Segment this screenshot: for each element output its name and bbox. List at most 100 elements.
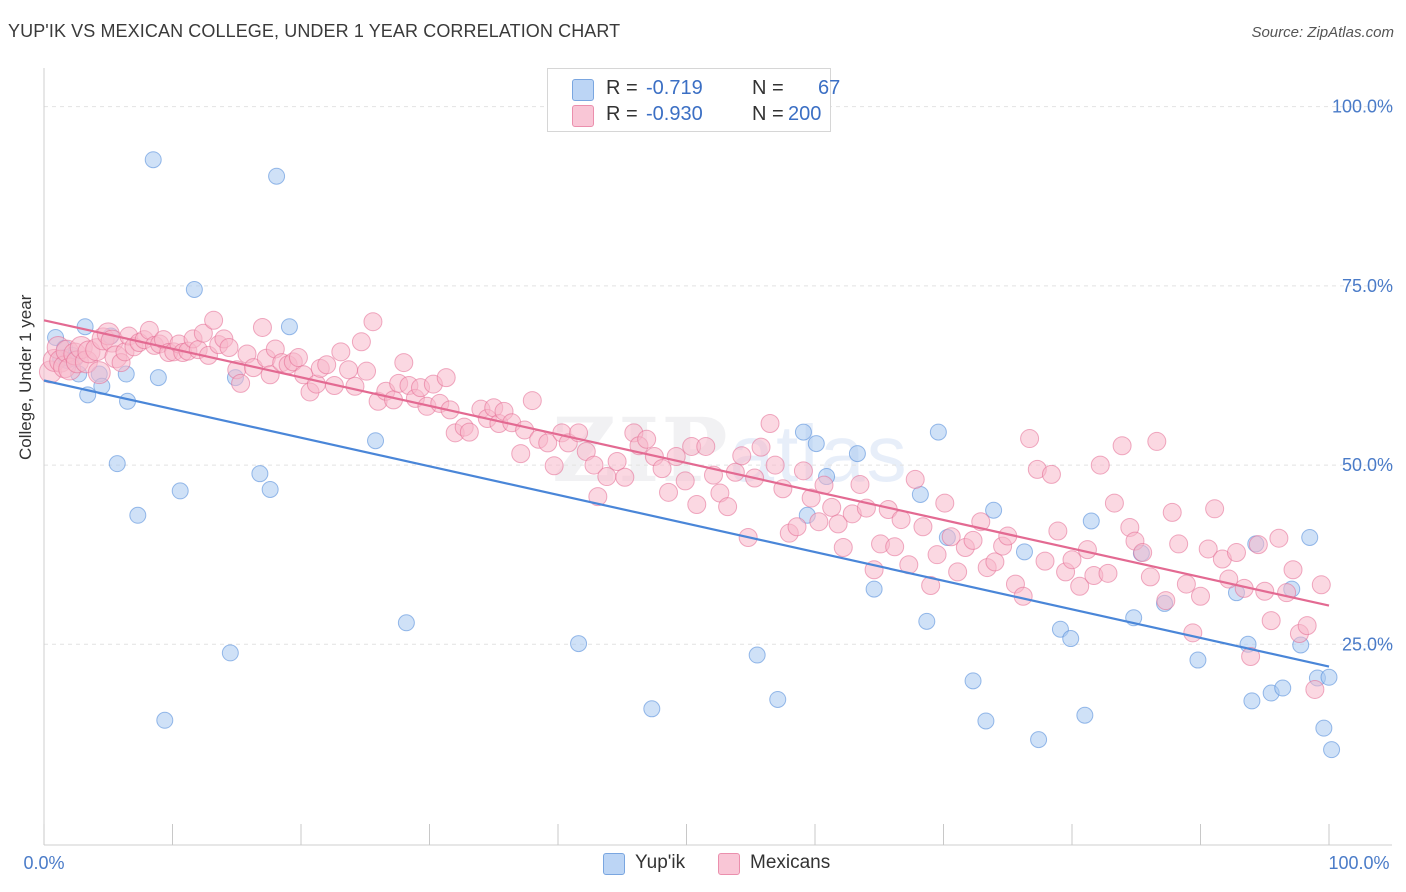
mexicans-point [538,433,558,453]
mexicans-point [252,317,272,337]
mexicans-point [1277,583,1297,603]
mexicans-point [363,312,383,332]
mexicans-point [850,474,870,494]
mexicans-point [1062,550,1082,570]
mexicans-point [751,437,771,457]
mexicans-point [1090,455,1110,475]
mexicans-point [1140,567,1160,587]
legend-r-value: -0.930 [646,103,703,125]
yupik-point [149,369,167,387]
mexicans-point [696,436,716,456]
yupik-point [1320,668,1338,686]
mexicans-point [732,446,752,466]
yupik-point [144,151,162,169]
legend-n-label: N = [752,77,784,99]
yupik-point [1301,528,1319,546]
yupik-point [769,690,787,708]
mexicans-point [1147,431,1167,451]
mexicans-point [1162,502,1182,522]
mexicans-point [339,360,359,380]
mexicans-point [436,368,456,388]
mexicans-point [1191,586,1210,606]
mexicans-point [394,353,414,373]
mexicans-point [687,495,707,515]
tick-labels: 25.0% 50.0% 75.0% 100.0% 0.0% 100.0% [23,97,1393,873]
mexicans-point [459,422,479,442]
mexicans-point [885,537,905,557]
mexicans-point [511,444,531,464]
yupik-point [918,612,936,630]
yupik-point [570,635,588,653]
mexicans-point [1104,493,1124,513]
mexicans-point [1198,539,1218,559]
mexicans-point [675,471,695,491]
mexicans-point [219,338,239,358]
yupik-point [794,423,812,441]
yupik-point [865,580,883,598]
y-tick-label: 25.0% [1342,634,1393,654]
mexicans-point [1035,551,1055,571]
mexicans-point [927,545,947,565]
mexicans-point [985,552,1005,572]
mexicans-point [288,348,308,368]
bottom-legend-swatch-yupik [603,853,625,875]
y-axis-label: College, Under 1 year [16,294,35,460]
mexicans-point [963,530,983,550]
yupik-point [261,480,279,498]
mexicans-point [357,361,377,381]
mexicans-point [833,538,853,558]
mexicans-point [1070,576,1090,596]
mexicans-point [1297,616,1317,636]
yupik-point [1082,512,1100,530]
mexicans-point [584,455,604,475]
mexicans-point [597,467,617,487]
x-tick-label: 0.0% [23,853,64,873]
mexicans-point [941,527,961,547]
legend-n-value: 67 [818,77,841,99]
mexicans-point [345,376,365,396]
chart-title: YUP'IK VS MEXICAN COLLEGE, UNDER 1 YEAR … [8,21,621,41]
mexicans-point [1241,646,1261,666]
mexicans-point [1283,560,1303,580]
mexicans-point [193,323,213,343]
yupik-point [251,465,269,483]
mexicans-point [913,517,933,537]
yupik-point [156,711,174,729]
mexicans-point [760,414,780,434]
yupik-point [807,435,825,453]
yupik-point [76,318,94,336]
mexicans-point [1311,575,1331,595]
yupik-point [643,700,661,718]
yupik-point [964,672,982,690]
mexicans-point [1205,499,1225,519]
yupik-point [1062,630,1080,648]
mexicans-point [1133,543,1153,563]
yupik-point [1323,741,1341,759]
bottom-legend-label-mexicans: Mexicans [750,852,831,873]
mexicans-point [1183,623,1203,643]
mexicans-point [891,510,911,530]
mexicans-point [948,562,968,582]
mexicans-point [1169,534,1189,554]
mexicans-point [544,456,564,476]
mexicans-point [787,517,807,537]
mexicans-point [822,497,842,517]
mexicans-point [1020,429,1040,449]
mexicans-point [331,342,351,362]
yupik-point [1015,543,1033,561]
yupik-point [108,455,126,473]
yupik-point [268,167,286,185]
mexicans-point [905,469,925,489]
mexicans-point [1156,591,1176,611]
mexicans-point [231,373,251,393]
legend-r-label: R = [606,77,638,99]
legend-r-label: R = [606,103,638,125]
yupik-point [1315,719,1333,737]
mexicans-point [921,576,941,596]
mexicans-point [522,391,542,411]
yupik-point [1076,706,1094,724]
yupik-point [1030,731,1048,749]
yupik-point [1189,651,1207,669]
mexicans-point [1041,464,1061,484]
